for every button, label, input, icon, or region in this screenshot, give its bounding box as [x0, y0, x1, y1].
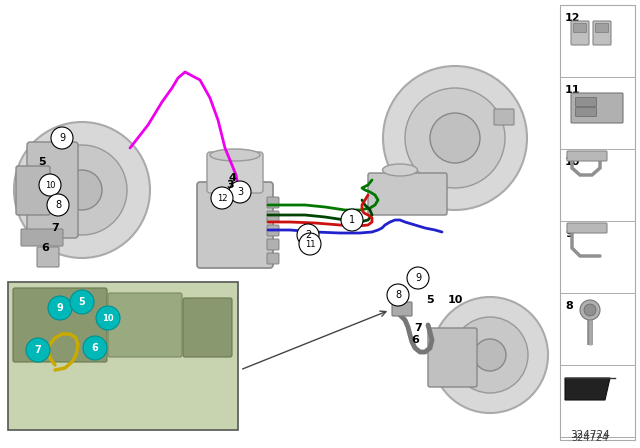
Text: 12: 12 — [565, 13, 580, 23]
Text: 8: 8 — [55, 200, 61, 210]
Circle shape — [452, 317, 528, 393]
Circle shape — [211, 187, 233, 209]
Text: 9: 9 — [565, 229, 573, 239]
Polygon shape — [565, 378, 610, 400]
Circle shape — [47, 194, 69, 216]
FancyBboxPatch shape — [197, 182, 273, 268]
FancyBboxPatch shape — [593, 21, 611, 45]
Bar — [8, 282, 238, 430]
Circle shape — [584, 304, 596, 316]
Circle shape — [299, 233, 321, 255]
FancyBboxPatch shape — [368, 173, 447, 215]
Text: 9: 9 — [415, 273, 421, 283]
Text: 3: 3 — [226, 180, 234, 190]
Circle shape — [430, 113, 480, 163]
Circle shape — [474, 339, 506, 371]
Circle shape — [405, 88, 505, 188]
Text: 10: 10 — [45, 181, 55, 190]
Ellipse shape — [383, 164, 417, 176]
FancyBboxPatch shape — [13, 288, 107, 362]
Text: 10: 10 — [447, 295, 463, 305]
Text: 324724: 324724 — [570, 430, 610, 440]
FancyBboxPatch shape — [571, 21, 589, 45]
FancyBboxPatch shape — [37, 247, 59, 267]
Circle shape — [51, 127, 73, 149]
Circle shape — [14, 122, 150, 258]
Ellipse shape — [210, 149, 260, 161]
Text: 5: 5 — [38, 157, 46, 167]
FancyBboxPatch shape — [183, 298, 232, 357]
Circle shape — [580, 300, 600, 320]
FancyBboxPatch shape — [567, 223, 607, 233]
Circle shape — [297, 224, 319, 246]
FancyBboxPatch shape — [595, 23, 609, 33]
Text: 10: 10 — [102, 314, 114, 323]
FancyBboxPatch shape — [567, 151, 607, 161]
Text: 7: 7 — [35, 345, 42, 355]
Text: 2: 2 — [305, 230, 311, 240]
FancyBboxPatch shape — [392, 302, 412, 316]
FancyBboxPatch shape — [573, 23, 586, 33]
FancyBboxPatch shape — [267, 197, 279, 208]
Text: 6: 6 — [41, 243, 49, 253]
Bar — [560, 5, 635, 440]
Circle shape — [432, 297, 548, 413]
Text: 5: 5 — [426, 295, 434, 305]
Text: 10: 10 — [565, 157, 580, 167]
Circle shape — [70, 290, 94, 314]
Text: 9: 9 — [59, 133, 65, 143]
Circle shape — [96, 306, 120, 330]
Text: 324724: 324724 — [572, 433, 609, 443]
Text: 5: 5 — [79, 297, 85, 307]
Text: 11: 11 — [565, 85, 580, 95]
FancyBboxPatch shape — [27, 142, 78, 238]
FancyBboxPatch shape — [21, 229, 63, 246]
Text: 7: 7 — [414, 323, 422, 333]
FancyBboxPatch shape — [428, 328, 477, 387]
Text: 7: 7 — [51, 223, 59, 233]
Circle shape — [341, 209, 363, 231]
FancyBboxPatch shape — [108, 293, 182, 357]
Text: 11: 11 — [305, 240, 316, 249]
FancyBboxPatch shape — [267, 253, 279, 264]
Circle shape — [62, 170, 102, 210]
FancyBboxPatch shape — [267, 211, 279, 222]
Text: 3: 3 — [237, 187, 243, 197]
Circle shape — [383, 66, 527, 210]
Circle shape — [37, 145, 127, 235]
Circle shape — [387, 284, 409, 306]
Text: 1: 1 — [349, 215, 355, 225]
Circle shape — [407, 267, 429, 289]
Text: 4: 4 — [228, 173, 236, 183]
Text: 6: 6 — [92, 343, 99, 353]
FancyBboxPatch shape — [575, 98, 596, 107]
Circle shape — [39, 174, 61, 196]
Circle shape — [26, 338, 50, 362]
FancyBboxPatch shape — [575, 108, 596, 116]
FancyBboxPatch shape — [267, 225, 279, 236]
FancyBboxPatch shape — [16, 166, 50, 215]
Text: 8: 8 — [395, 290, 401, 300]
FancyBboxPatch shape — [494, 109, 514, 125]
Text: 8: 8 — [565, 301, 573, 311]
Text: 6: 6 — [411, 335, 419, 345]
Circle shape — [48, 296, 72, 320]
Text: 9: 9 — [56, 303, 63, 313]
Circle shape — [83, 336, 107, 360]
Text: 12: 12 — [217, 194, 227, 202]
FancyBboxPatch shape — [267, 239, 279, 250]
FancyBboxPatch shape — [571, 93, 623, 123]
Circle shape — [229, 181, 251, 203]
FancyBboxPatch shape — [207, 152, 263, 193]
